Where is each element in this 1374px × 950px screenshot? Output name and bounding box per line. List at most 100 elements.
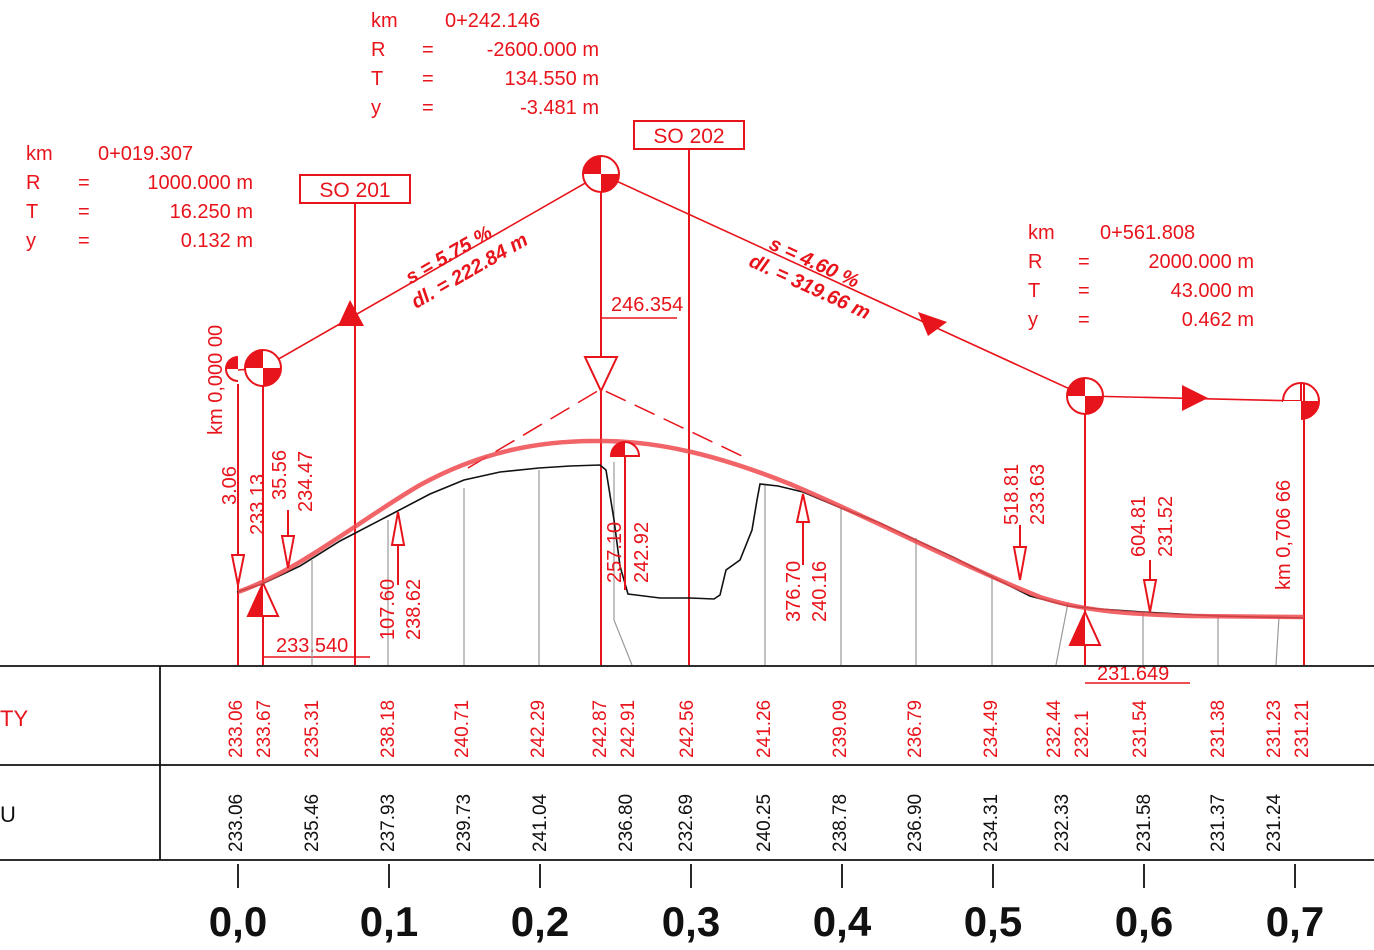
- point-marker: 518.81 233.63: [1001, 464, 1049, 581]
- terrain-value-cell: 231.24: [1264, 793, 1285, 852]
- curve-info-label: R: [1028, 251, 1042, 273]
- curve-info-eq: =: [78, 201, 90, 223]
- design-value-cell: 231.54: [1130, 699, 1151, 758]
- design-value-cell: 236.79: [905, 700, 926, 758]
- point-station: 257.10: [604, 522, 626, 583]
- point-marker: 35.56 234.47: [269, 450, 317, 569]
- point-marker: 604.81 231.52: [1128, 496, 1177, 613]
- terrain-value-cell: 233.06: [226, 794, 247, 852]
- curve-info-value: 0+019.307: [98, 143, 193, 165]
- terrain-value-cell: 235.46: [302, 794, 323, 852]
- curve-info-label: y: [1028, 309, 1038, 331]
- axis-tick-label: 0,2: [511, 898, 569, 945]
- terrain-value-cell: 232.33: [1052, 794, 1073, 852]
- vertex-symbol: [1281, 381, 1320, 420]
- point-station: 604.81: [1128, 496, 1150, 557]
- curve-info-2: km 0+242.146 R = -2600.000 m T = 134.550…: [371, 10, 599, 119]
- terrain-value-cell: 234.31: [981, 794, 1002, 852]
- curve-info-value: 16.250 m: [170, 201, 253, 223]
- vertex-symbol: [244, 349, 282, 387]
- design-value-cell: 231.21: [1292, 700, 1313, 758]
- crest-tangent-dashed: [467, 388, 743, 469]
- point-station: 376.70: [783, 561, 805, 622]
- vertex-symbol: [582, 155, 620, 193]
- sag-elevation: 231.649: [1097, 663, 1169, 685]
- km-axis: 0,0 0,1 0,2 0,3 0,4 0,5 0,6 0,7: [209, 864, 1324, 945]
- design-value-cell: 242.87: [590, 700, 611, 758]
- point-marker: 107.60 238.62: [377, 511, 425, 640]
- curve-info-label: R: [371, 39, 385, 61]
- curve-info-label: R: [26, 172, 40, 194]
- km-end-label: km 0,706 66: [1273, 480, 1295, 590]
- object-marker-so202: SO 202: [633, 120, 745, 665]
- curve-info-value: 134.550 m: [504, 68, 599, 90]
- curve-info-value: 0+242.146: [445, 10, 540, 32]
- point-elevation: 242.92: [631, 522, 653, 583]
- point-elevation: 238.62: [403, 579, 425, 640]
- curve-info-value: 43.000 m: [1171, 280, 1254, 302]
- grade-arrow: [338, 300, 364, 326]
- profile-table: [0, 665, 1374, 861]
- terrain-value-cell: 241.04: [530, 793, 551, 852]
- curve-info-3: km 0+561.808 R = 2000.000 m T = 43.000 m…: [1028, 222, 1254, 331]
- point-elevation: 233.63: [1027, 464, 1049, 525]
- terrain-value-row: 233.06 235.46 237.93 239.73 241.04 236.80 232.…: [226, 793, 1285, 852]
- design-value-cell: 234.49: [981, 700, 1002, 758]
- axis-tick-label: 0,3: [662, 898, 720, 945]
- design-value-cell: 242.56: [677, 700, 698, 758]
- curve-info-eq: =: [78, 172, 90, 194]
- design-value-cell: 235.31: [302, 700, 323, 758]
- point-marker: 3.06 233.13: [219, 466, 269, 586]
- point-marker: 257.10 242.92: [604, 441, 653, 590]
- point-station: 3.06: [219, 466, 241, 505]
- curve-info-label: T: [26, 201, 38, 223]
- curve-info-label: km: [1028, 222, 1055, 244]
- vertex-symbol: [1066, 377, 1104, 415]
- point-station: 107.60: [377, 579, 399, 640]
- object-label: SO 201: [319, 179, 390, 202]
- point-elevation: 233.13: [247, 474, 269, 535]
- point-station: 518.81: [1001, 464, 1023, 525]
- axis-tick-label: 0,1: [360, 898, 418, 945]
- curve-info-value: 0.462 m: [1182, 309, 1254, 331]
- grade-polygon: [237, 173, 1302, 402]
- curve-info-1: km 0+019.307 R = 1000.000 m T = 16.250 m…: [26, 143, 253, 252]
- terrain-value-cell: 237.93: [378, 794, 399, 852]
- design-value-cell: 231.23: [1264, 700, 1285, 758]
- curve-info-label: T: [1028, 280, 1040, 302]
- object-marker-so201: SO 201: [299, 174, 411, 665]
- terrain-value-cell: 231.37: [1208, 794, 1229, 852]
- curve-info-value: 0.132 m: [181, 230, 253, 252]
- curve-info-eq: =: [422, 39, 434, 61]
- axis-tick-label: 0,4: [813, 898, 872, 945]
- curve-info-label: km: [371, 10, 398, 32]
- point-station: 35.56: [269, 450, 291, 500]
- design-value-cell: 233.67: [254, 700, 275, 758]
- km-start-label: km 0,000 00: [205, 325, 227, 435]
- object-label: SO 202: [653, 125, 724, 148]
- curve-info-eq: =: [1078, 309, 1090, 331]
- design-value-cell: 232.44: [1044, 699, 1065, 758]
- curve-info-value: 1000.000 m: [147, 172, 253, 194]
- grade-label-1: s = 5.75 % dl. = 222.84 m: [402, 222, 532, 314]
- grade-arrow: [1182, 385, 1208, 411]
- terrain-value-cell: 236.90: [905, 794, 926, 852]
- terrain-value-cell: 232.69: [676, 794, 697, 852]
- point-elevation: 240.16: [809, 561, 831, 622]
- design-value-cell: 242.29: [528, 700, 549, 758]
- axis-tick-label: 0,6: [1115, 898, 1173, 945]
- curve-info-label: y: [371, 97, 381, 119]
- curve-info-value: -2600.000 m: [487, 39, 599, 61]
- apex-elevation-tag: 246.354: [583, 294, 683, 394]
- axis-tick-label: 0,7: [1266, 898, 1324, 945]
- curve-info-label: y: [26, 230, 36, 252]
- curve-info-label: T: [371, 68, 383, 90]
- vertex-symbol: [225, 356, 239, 382]
- point-elevation: 231.52: [1155, 496, 1177, 557]
- sag-elevation-tag: 231.649: [1068, 609, 1190, 685]
- curve-info-eq: =: [1078, 251, 1090, 273]
- curve-info-eq: =: [1078, 280, 1090, 302]
- curve-info-eq: =: [78, 230, 90, 252]
- terrain-value-cell: 236.80: [616, 794, 637, 852]
